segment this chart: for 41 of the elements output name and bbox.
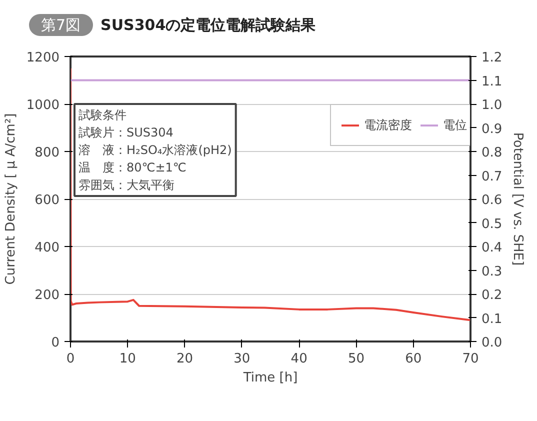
x-tick-label: 70 xyxy=(462,352,479,366)
y2-tick-label: 0.1 xyxy=(482,312,502,327)
chart-title: SUS304の定電位電解試験結果 xyxy=(100,16,316,34)
y2-tick-label: 0.3 xyxy=(482,264,502,280)
x-tick-label: 0 xyxy=(66,352,75,366)
line-series xyxy=(70,67,470,322)
x-tick-label: 50 xyxy=(348,352,364,366)
y-tick-label: 0 xyxy=(51,336,60,350)
annotation: 溶 液：H₂SO₄水溶液(pH2) xyxy=(78,143,232,157)
y2-tick-label: 0.2 xyxy=(482,288,502,303)
legend-label: 電流密度 xyxy=(364,116,412,134)
y-tick-label: 600 xyxy=(34,193,60,208)
x-tick-label: 10 xyxy=(119,352,136,366)
y-tick-label: 800 xyxy=(34,146,60,160)
x-tick-label: 40 xyxy=(290,352,308,366)
y2-tick-label: 0.9 xyxy=(482,122,502,137)
x-tick-label: 60 xyxy=(405,352,422,366)
annotation: 温 度：80℃±1℃ xyxy=(78,160,186,174)
y2-tick-label: 1.1 xyxy=(482,74,502,90)
y-tick-label: 1000 xyxy=(26,98,60,113)
annotation: 雰囲気：大気平衡 xyxy=(78,178,174,192)
y2-tick-label: 1.0 xyxy=(482,98,502,113)
y2-tick-label: 0.0 xyxy=(482,336,502,350)
y2-tick-label: 0.5 xyxy=(482,216,502,232)
y-tick-label: 1200 xyxy=(26,50,60,66)
x-tick-label: 20 xyxy=(176,352,194,366)
y2-tick-label: 0.6 xyxy=(482,193,502,208)
text: 第7図 xyxy=(29,14,93,36)
y2-tick-label: 1.2 xyxy=(482,50,502,66)
y2-tick-label: 0.7 xyxy=(482,169,502,184)
y2-axis-title: Potential [V vs. SHE] xyxy=(510,132,526,266)
annotation: 試験条件 xyxy=(78,108,126,122)
x-axis-title: Time [h] xyxy=(242,370,298,386)
legend-label: 電位 xyxy=(443,116,467,134)
y-axis-title: Current Density [ μ A/cm²] xyxy=(3,113,18,285)
y-tick-label: 400 xyxy=(34,240,60,256)
y2-tick-label: 0.4 xyxy=(482,240,502,256)
y-tick-label: 200 xyxy=(34,288,60,303)
annotation: 試験片：SUS304 xyxy=(78,126,174,140)
y2-tick-label: 0.8 xyxy=(482,146,502,160)
x-tick-label: 30 xyxy=(234,352,250,366)
